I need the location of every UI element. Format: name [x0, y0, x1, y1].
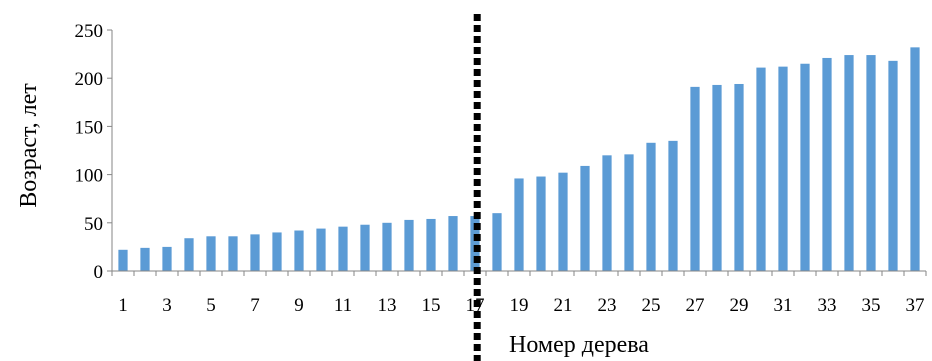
- bar-35: [866, 55, 876, 272]
- y-tick-label: 200: [75, 69, 104, 90]
- bar-36: [888, 60, 898, 272]
- y-tick-label: 50: [84, 214, 103, 235]
- bar-24: [624, 154, 634, 271]
- x-tick-label: 5: [206, 295, 216, 316]
- y-tick-label: 100: [75, 166, 104, 187]
- bar-13: [382, 222, 392, 271]
- x-tick-label: 13: [378, 295, 397, 316]
- x-tick-label: 37: [906, 295, 925, 316]
- x-tick-label: 33: [818, 295, 837, 316]
- x-tick-label: 25: [642, 295, 661, 316]
- bar-20: [536, 176, 546, 271]
- y-tick-label: 0: [94, 262, 104, 283]
- bar-28: [712, 84, 722, 271]
- bar-7: [250, 234, 260, 271]
- y-axis-ticks: 0 50 100 150 200 250: [75, 21, 112, 283]
- bar-8: [272, 232, 282, 271]
- bar-22: [580, 165, 590, 271]
- bar-19: [514, 178, 524, 271]
- x-tick-label: 11: [334, 295, 352, 316]
- bar-10: [316, 228, 326, 271]
- x-tick-label: 29: [730, 295, 749, 316]
- bar-4: [184, 238, 194, 271]
- bar-26: [668, 140, 678, 271]
- x-tick-label: 19: [510, 295, 529, 316]
- y-tick-label: 150: [75, 117, 104, 138]
- x-axis-ticks: 135791113151719212325272931333537: [111, 271, 927, 316]
- bar-6: [228, 236, 238, 271]
- bar-30: [756, 67, 766, 271]
- bar-29: [734, 83, 744, 271]
- bar-34: [844, 55, 854, 272]
- x-tick-label: 23: [598, 295, 617, 316]
- bar-3: [162, 246, 172, 271]
- x-tick-label: 9: [294, 295, 304, 316]
- bar-37: [910, 47, 920, 271]
- bar-17: [470, 216, 480, 271]
- bar-23: [602, 155, 612, 271]
- bar-15: [426, 218, 436, 271]
- bar-27: [690, 86, 700, 271]
- x-tick-label: 21: [554, 295, 573, 316]
- x-tick-label: 3: [162, 295, 172, 316]
- x-tick-label: 35: [862, 295, 881, 316]
- bars: [118, 47, 920, 272]
- bar-33: [822, 57, 832, 272]
- bar-11: [338, 226, 348, 271]
- x-tick-label: 27: [686, 295, 705, 316]
- x-tick-label: 1: [118, 295, 128, 316]
- bar-21: [558, 172, 568, 271]
- x-tick-label: 31: [774, 295, 793, 316]
- bar-2: [140, 247, 150, 271]
- y-tick-label: 250: [75, 21, 104, 42]
- bar-12: [360, 224, 370, 271]
- x-tick-label: 7: [250, 295, 260, 316]
- x-tick-label: 15: [422, 295, 441, 316]
- bar-25: [646, 142, 656, 271]
- bar-32: [800, 63, 810, 271]
- bar-14: [404, 219, 414, 271]
- y-axis-label: Возраст, лет: [16, 83, 42, 208]
- bar-1: [118, 249, 128, 271]
- bar-16: [448, 216, 458, 271]
- bar-5: [206, 236, 216, 271]
- bar-9: [294, 230, 304, 271]
- x-axis-label: Номер дерева: [509, 332, 649, 358]
- bar-18: [492, 213, 502, 271]
- bar-31: [778, 66, 788, 271]
